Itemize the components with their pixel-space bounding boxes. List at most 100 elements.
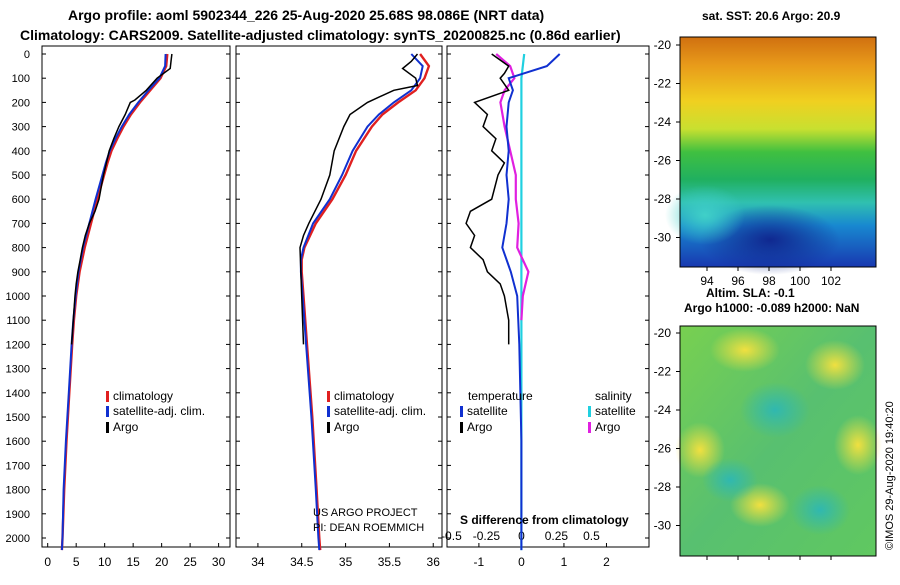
x-tick-label: 0 (518, 555, 525, 569)
legend-label-satellite: satellite-adj. clim. (113, 404, 205, 418)
sla-map (675, 325, 882, 557)
depth-tick-label: 400 (12, 146, 30, 158)
depth-tick-label: 0 (24, 49, 30, 61)
sla-map-border (679, 325, 877, 557)
x-tick-label: 35.5 (378, 555, 402, 569)
lat-tick-label: -20 (654, 326, 672, 340)
depth-tick-label: 1800 (6, 485, 30, 497)
header-line2: Climatology: CARS2009. Satellite-adjuste… (20, 27, 621, 43)
legend-label-t-satellite: satellite (467, 404, 508, 418)
depth-tick-label: 1100 (6, 315, 30, 327)
x-tick-label: 5 (73, 555, 80, 569)
x-tick-label: 10 (98, 555, 112, 569)
s-diff-tick-label: 0.5 (583, 529, 600, 543)
depth-tick-label: 1700 (6, 460, 30, 472)
depth-tick-label: 900 (12, 267, 30, 279)
lon-tick-label: 102 (821, 274, 841, 288)
depth-tick-label: 600 (12, 194, 30, 206)
depth-tick-label: 1900 (6, 509, 30, 521)
x-tick-label: 34 (251, 555, 265, 569)
temperature-legend: climatology satellite-adj. clim. Argo (106, 389, 205, 434)
sla-low-1 (740, 382, 810, 438)
lat-tick-label: -28 (654, 480, 672, 494)
legend-swatch-argo (106, 422, 109, 433)
legend-swatch-climatology (106, 391, 109, 402)
depth-tick-label: 500 (12, 170, 30, 182)
lat-tick-label: -22 (654, 77, 672, 91)
lat-tick-label: -24 (654, 403, 672, 417)
x-tick-label: 20 (155, 555, 169, 569)
lat-tick-label: -22 (654, 365, 672, 379)
legend-swatch-climatology (327, 391, 330, 402)
x-tick-label: 30 (212, 555, 226, 569)
lon-tick-label: 94 (700, 274, 714, 288)
lon-tick-label: 96 (731, 274, 745, 288)
header-line1: Argo profile: aoml 5902344_226 25-Aug-20… (68, 7, 544, 23)
depth-tick-label: 1000 (6, 291, 30, 303)
credit-line1: US ARGO PROJECT (313, 507, 418, 519)
legend-label-t-argo: Argo (467, 420, 493, 434)
sla-low-3 (790, 485, 850, 535)
sst-map-border (679, 36, 877, 268)
sla-high-4 (834, 415, 882, 475)
sla-map-title2: Argo h1000: -0.089 h2000: NaN (684, 301, 859, 315)
depth-tick-label: 100 (12, 73, 30, 85)
lat-tick-label: -28 (654, 192, 672, 206)
depth-tick-label: 1400 (6, 388, 30, 400)
legend-label-argo: Argo (113, 420, 139, 434)
s-diff-tick-label: -0.25 (473, 529, 501, 543)
x-tick-label: -1 (474, 555, 485, 569)
temperature-panel-frame (41, 45, 231, 548)
depth-tick-label: 1600 (6, 436, 30, 448)
lat-tick-label: -30 (654, 231, 672, 245)
salinity-satellite-line (299, 53, 424, 551)
depth-tick-label: 1300 (6, 364, 30, 376)
salinity-legend: climatology satellite-adj. clim. Argo US… (313, 389, 426, 534)
sla-low-2 (702, 458, 758, 502)
x-tick-label: 34.5 (290, 555, 314, 569)
difference-legend: temperature satellite Argo salinity sate… (460, 389, 636, 527)
depth-tick-label: 200 (12, 97, 30, 109)
legend-swatch-s-argo (588, 422, 591, 433)
temperature-climatology-line (60, 53, 169, 551)
legend-swatch-t-argo (460, 422, 463, 433)
credit-line2: PI: DEAN ROEMMICH (313, 522, 424, 534)
s-difference-title: S difference from climatology (460, 513, 629, 527)
depth-tick-label: 300 (12, 122, 30, 134)
diff-salinity-argo-line (495, 53, 530, 321)
legend-swatch-satellite (327, 406, 330, 417)
legend-swatch-argo (327, 422, 330, 433)
legend-swatch-s-satellite (588, 406, 591, 417)
diff-temperature-argo-line (465, 53, 510, 345)
difference-panel-frame (446, 45, 650, 548)
legend-label-s-argo: Argo (595, 420, 621, 434)
x-tick-label: 35 (339, 555, 353, 569)
depth-tick-label: 1200 (6, 339, 30, 351)
legend-label-argo: Argo (334, 420, 360, 434)
depth-tick-label: 800 (12, 243, 30, 255)
legend-swatch-t-satellite (460, 406, 463, 417)
lat-tick-label: -20 (654, 38, 672, 52)
salinity-panel-frame (235, 45, 443, 548)
legend-swatch-satellite (106, 406, 109, 417)
sla-high-2 (805, 340, 865, 390)
lat-tick-label: -30 (654, 519, 672, 533)
temperature-argo-line (70, 53, 173, 345)
lon-tick-label: 98 (762, 274, 776, 288)
x-tick-label: 2 (603, 555, 610, 569)
depth-tick-label: 2000 (6, 533, 30, 545)
lon-tick-label: 100 (790, 274, 810, 288)
s-diff-tick-label: 0.25 (545, 529, 569, 543)
legend-label-s-satellite: satellite (595, 404, 636, 418)
legend-label-climatology: climatology (113, 389, 173, 403)
salinity-argo-line (299, 53, 419, 345)
diff-temperature-satellite-line (501, 53, 561, 551)
legend-title-temperature: temperature (468, 389, 533, 403)
depth-tick-label: 1500 (6, 412, 30, 424)
diff-salinity-satellite-line (520, 53, 526, 551)
x-tick-label: 36 (427, 555, 441, 569)
legend-label-climatology: climatology (334, 389, 394, 403)
x-tick-label: 0 (44, 555, 51, 569)
